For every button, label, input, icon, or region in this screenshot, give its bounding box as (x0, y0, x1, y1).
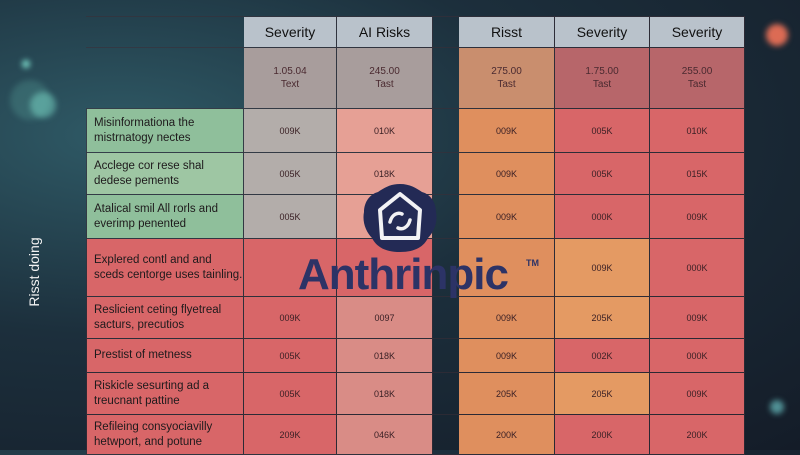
row-label: Prestist of metness (86, 338, 244, 373)
column-gap (432, 16, 459, 48)
column-gap (432, 238, 459, 297)
table-cell: 010K (336, 108, 433, 153)
table-cell: 015K (649, 152, 745, 195)
header-subrow: 1.05.04 Text 245.00 Tast 275.00 Tast 1.75.0… (86, 47, 745, 109)
background-glow (766, 24, 788, 46)
column-header: Severity (649, 16, 745, 48)
row-label: Acclege cor rese shal dedese pements (86, 152, 244, 195)
table-cell: 005K (243, 372, 337, 415)
brand-logo-icon (363, 184, 437, 252)
table-cell: 205K (554, 296, 650, 339)
table-cell: 000K (649, 238, 745, 297)
table-row: Riskicle sesurting ad a treucnant pattin… (86, 372, 745, 415)
row-label: Explered contl and and sceds centorge us… (86, 238, 244, 297)
table-cell: 010K (649, 108, 745, 153)
background-glow (10, 80, 50, 120)
table-cell: 009K (458, 338, 555, 373)
column-header: Risst (458, 16, 555, 48)
column-gap (432, 296, 459, 339)
table-cell: 009K (649, 296, 745, 339)
table-row: Refileing consyociavilly hetwport, and p… (86, 414, 745, 455)
subheader-cell: 1.75.00 Tast (554, 47, 650, 109)
background-glow (30, 92, 56, 118)
table-row: Prestist of metness 005K 018K 009K 002K … (86, 338, 745, 373)
row-label: Reslicient ceting flyetreal sacturs, pre… (86, 296, 244, 339)
table-cell: 009K (243, 108, 337, 153)
table-row: Atalical smil All rorls and everimp pene… (86, 194, 745, 239)
subheader-cell: 255.00 Tast (649, 47, 745, 109)
table-cell: 0097 (336, 296, 433, 339)
table-cell: 009K (243, 296, 337, 339)
table-cell: 009K (458, 296, 555, 339)
column-gap (432, 338, 459, 373)
table-cell: 005K (554, 152, 650, 195)
table-cell: 009K (649, 194, 745, 239)
column-gap (432, 108, 459, 153)
row-label: Misinformationa the mistrnatogy nectes (86, 108, 244, 153)
table-cell: 205K (458, 372, 555, 415)
table-cell: 009K (458, 194, 555, 239)
table-row: Explered contl and and sceds centorge us… (86, 238, 745, 297)
table-cell: 200K (458, 414, 555, 455)
table-cell: 005K (243, 194, 337, 239)
table-cell: 200K (649, 414, 745, 455)
brand-wordmark: Anthrinpic (298, 250, 509, 299)
table-cell: 009K (649, 372, 745, 415)
subheader-cell: 245.00 Tast (336, 47, 433, 109)
subheader-cell: 275.00 Tast (458, 47, 555, 109)
column-gap (432, 372, 459, 415)
table-cell: 009K (554, 238, 650, 297)
row-label: Atalical smil All rorls and everimp pene… (86, 194, 244, 239)
row-label: Riskicle sesurting ad a treucnant pattin… (86, 372, 244, 415)
table-cell (458, 238, 555, 297)
table-cell: 005K (554, 108, 650, 153)
table-cell: 200K (554, 414, 650, 455)
table-cell: 002K (554, 338, 650, 373)
column-gap (432, 47, 459, 109)
table-row: Reslicient ceting flyetreal sacturs, pre… (86, 296, 745, 339)
table-cell: 209K (243, 414, 337, 455)
risk-matrix: Severity AI Risks Risst Severity Severit… (86, 16, 745, 455)
column-header: Severity (243, 16, 337, 48)
column-header: Severity (554, 16, 650, 48)
table-cell: 205K (554, 372, 650, 415)
row-label: Refileing consyociavilly hetwport, and p… (86, 414, 244, 455)
corner-cell (86, 47, 244, 109)
table-cell (243, 238, 337, 297)
side-axis-label: Risst doing (26, 237, 42, 307)
table-cell: 000K (554, 194, 650, 239)
background-glow (22, 60, 30, 68)
table-cell: 009K (458, 152, 555, 195)
background-glow (770, 400, 784, 414)
table-cell: 005K (243, 338, 337, 373)
table-cell: 046K (336, 414, 433, 455)
subheader-cell: 1.05.04 Text (243, 47, 337, 109)
header-row: Severity AI Risks Risst Severity Severit… (86, 16, 745, 48)
trademark-mark: TM (526, 258, 539, 268)
table-cell: 005K (243, 152, 337, 195)
column-header: AI Risks (336, 16, 433, 48)
table-row: Misinformationa the mistrnatogy nectes 0… (86, 108, 745, 153)
table-cell: 018K (336, 338, 433, 373)
corner-cell (86, 16, 244, 48)
table-cell: 018K (336, 372, 433, 415)
table-cell: 000K (649, 338, 745, 373)
column-gap (432, 414, 459, 455)
table-cell: 009K (458, 108, 555, 153)
